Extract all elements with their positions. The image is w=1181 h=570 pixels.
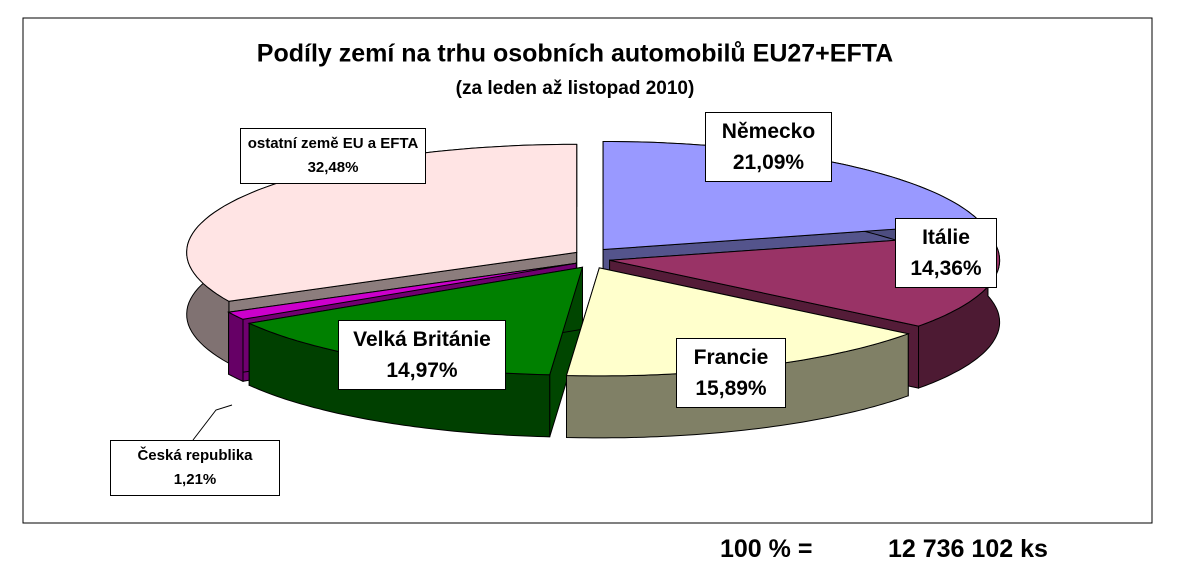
label-value: 14,97% bbox=[386, 359, 458, 382]
data-label: Německo 21,09% bbox=[705, 112, 832, 182]
label-name: Německo bbox=[721, 120, 816, 143]
label-name: Česká republika bbox=[137, 447, 253, 464]
label-value: 21,09% bbox=[732, 151, 805, 174]
pie bbox=[186, 141, 1001, 439]
label-value: 15,89% bbox=[695, 377, 767, 400]
total-label: 100 % = bbox=[720, 535, 813, 563]
leader-line bbox=[192, 404, 233, 441]
data-label: Francie 15,89% bbox=[676, 338, 786, 408]
data-label: Itálie 14,36% bbox=[895, 218, 997, 288]
slice-top bbox=[226, 262, 577, 320]
label-value: 14,36% bbox=[910, 257, 982, 280]
slice-wall bbox=[228, 311, 244, 382]
chart-subtitle: (za leden až listopad 2010) bbox=[456, 78, 695, 99]
data-label: Česká republika 1,21% bbox=[110, 440, 280, 496]
total: 12 736 102 ks bbox=[888, 535, 1048, 563]
label-name: Francie bbox=[693, 346, 769, 369]
data-label: Velká Británie 14,97% bbox=[338, 320, 506, 390]
data-label: ostatní země EU a EFTA 32,48% bbox=[240, 128, 426, 184]
chart-title: Podíly zemí na trhu osobních automobilů … bbox=[257, 40, 893, 68]
label-value: 32,48% bbox=[307, 159, 359, 176]
label-value: 1,21% bbox=[173, 471, 217, 488]
label-name: ostatní země EU a EFTA bbox=[247, 135, 419, 152]
label-name: Itálie bbox=[922, 226, 970, 249]
slice-top bbox=[602, 141, 983, 251]
label-name: Velká Británie bbox=[353, 328, 491, 351]
